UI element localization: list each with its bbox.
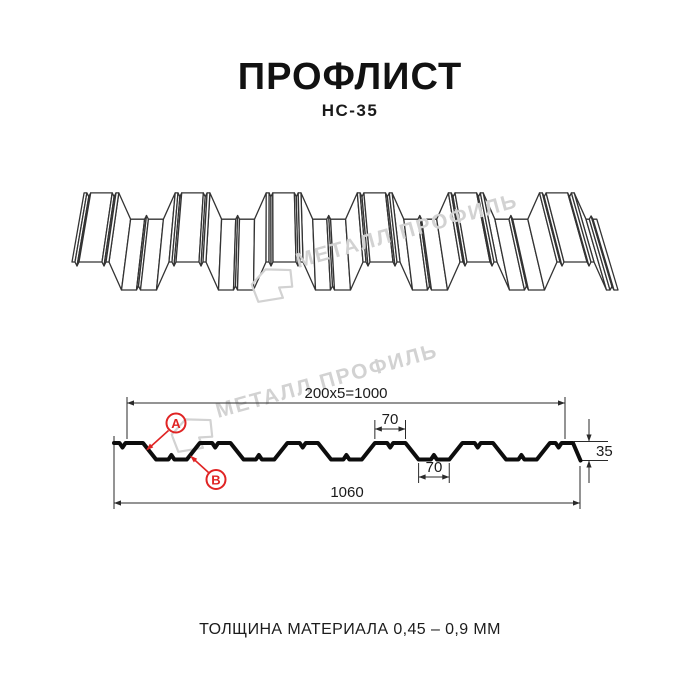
profile-outline bbox=[112, 441, 583, 463]
dimension-lines bbox=[113, 397, 608, 509]
callout-a-badge: A bbox=[146, 412, 187, 451]
callout-a-letter: A bbox=[171, 416, 181, 431]
thickness-note: ТОЛЩИНА МАТЕРИАЛА 0,45 – 0,9 ММ bbox=[199, 621, 501, 638]
watermark: МЕТАЛЛ ПРОФИЛЬ bbox=[245, 189, 528, 311]
dimension-height-label: 35 bbox=[596, 443, 613, 460]
page-title: ПРОФЛИСТ bbox=[237, 56, 463, 98]
callout-b-letter: B bbox=[211, 472, 220, 487]
dimension-overall-width-label: 1060 bbox=[330, 484, 363, 501]
metall-profil-logo-icon bbox=[250, 268, 294, 303]
page-subtitle: НС-35 bbox=[321, 101, 379, 120]
callout-b-badge: B bbox=[190, 455, 227, 490]
dimension-rib-bottom-label: 70 bbox=[426, 459, 443, 476]
dimension-rib-top-label: 70 bbox=[382, 411, 399, 428]
dimension-top-label: 200x5=1000 bbox=[305, 385, 388, 402]
